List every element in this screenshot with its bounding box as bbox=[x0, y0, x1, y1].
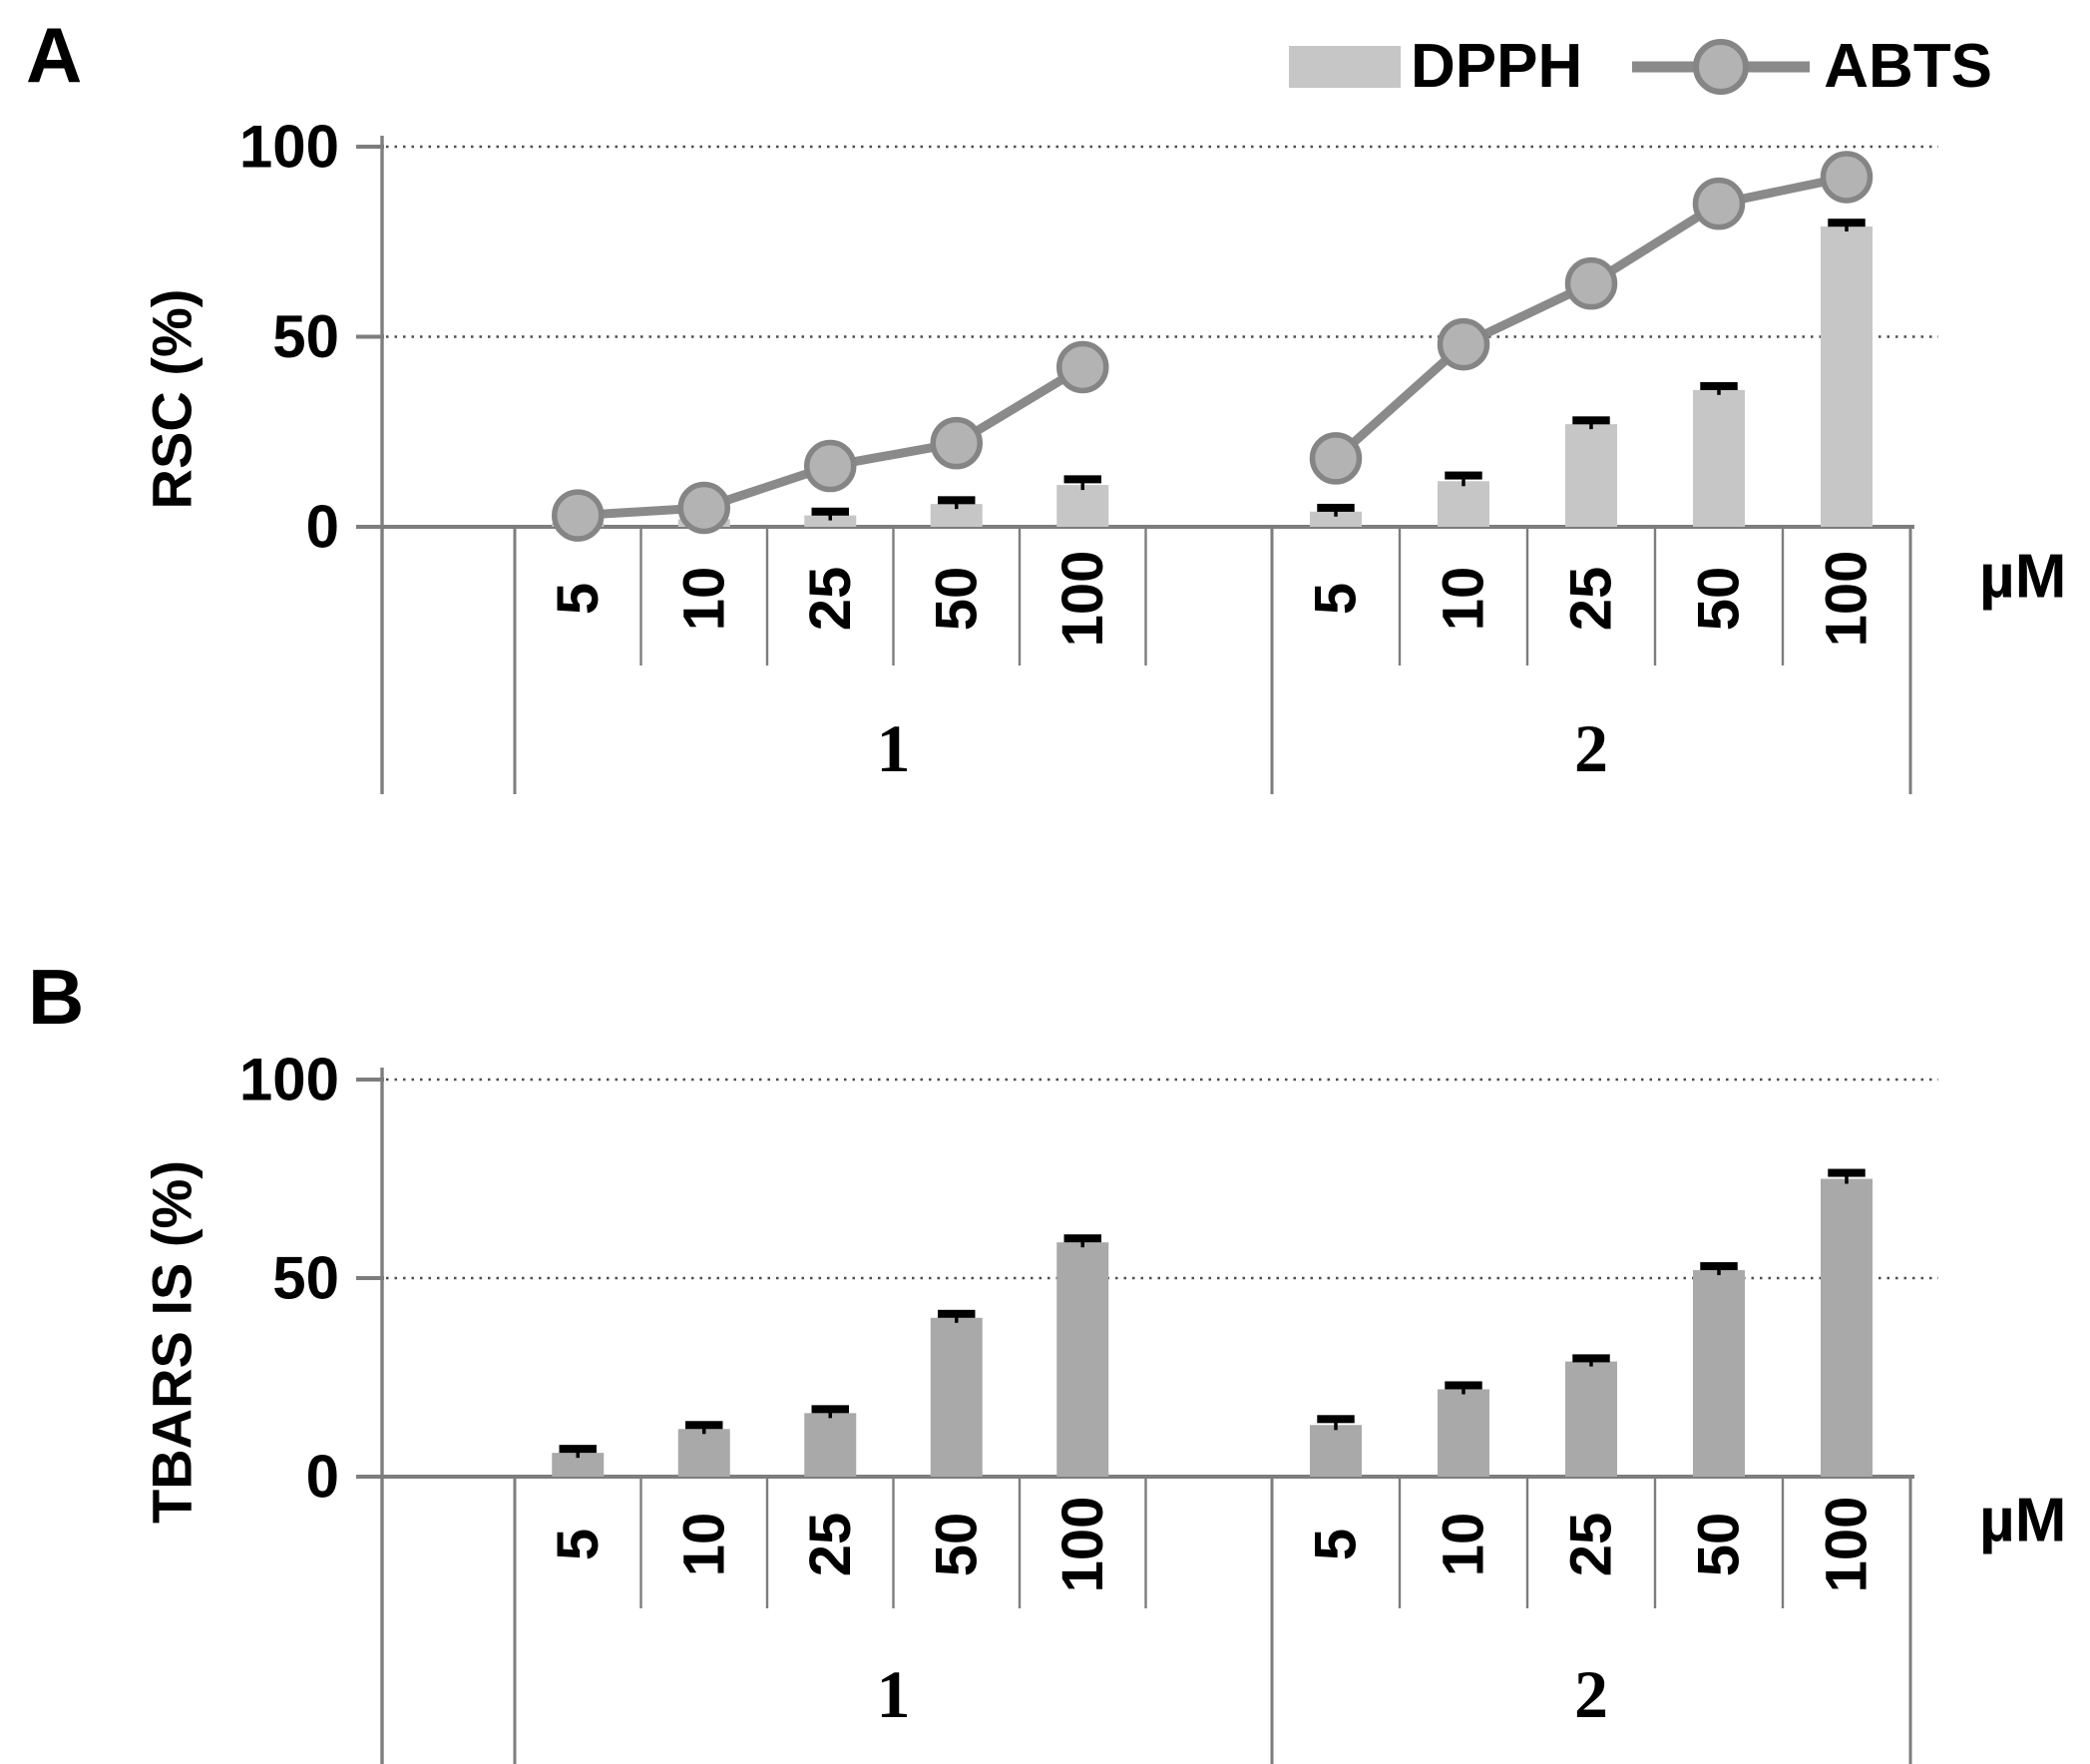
panel-a-ytick-label-50: 50 bbox=[272, 303, 339, 370]
panel-b-group-label-1: 1 bbox=[877, 1656, 911, 1732]
panel-b-bar-group2-50 bbox=[1693, 1270, 1745, 1477]
panel-b-bar-group1-5 bbox=[552, 1453, 605, 1477]
panel-a-group1-category-label-5: 5 bbox=[546, 583, 611, 615]
legend-abts-line-marker-icon bbox=[1632, 39, 1811, 95]
panel-a-marker-group2-5 bbox=[1309, 432, 1363, 485]
panel-a-group1-category-label-25: 25 bbox=[798, 567, 863, 632]
panel-a-unit-label: µM bbox=[1979, 543, 2066, 612]
panel-b-errorbar-cap-group1-10 bbox=[685, 1421, 723, 1430]
panel-a-errorbar-cap-group1-100 bbox=[1063, 475, 1101, 484]
panel-b-group2-category-label-5: 5 bbox=[1304, 1529, 1369, 1560]
panel-b-bar-group1-50 bbox=[930, 1317, 983, 1477]
panel-b-ytick-label-50: 50 bbox=[272, 1245, 339, 1312]
legend-abts-label: ABTS bbox=[1824, 32, 1993, 101]
panel-a-group2-category-label-50: 50 bbox=[1687, 567, 1752, 632]
panel-a-group2-category-label-25: 25 bbox=[1559, 567, 1624, 632]
panel-b-unit-label: µM bbox=[1979, 1487, 2066, 1555]
panel-a-group2-category-label-5: 5 bbox=[1304, 583, 1369, 615]
panel-a-bar-group2-5 bbox=[1310, 511, 1362, 527]
panel-a-group2-category-label-10: 10 bbox=[1432, 567, 1496, 632]
panel-a-bar-group2-100 bbox=[1821, 226, 1873, 527]
panel-a-bar-group2-25 bbox=[1565, 424, 1617, 527]
panel-b-group1-category-label-5: 5 bbox=[546, 1529, 611, 1560]
panel-a-errorbar-cap-group1-25 bbox=[811, 507, 849, 516]
legend-dpph-bar-swatch bbox=[1289, 46, 1401, 88]
panel-b-ytick-label-0: 0 bbox=[306, 1444, 339, 1511]
panel-b-errorbar-cap-group2-25 bbox=[1572, 1354, 1610, 1363]
panel-a-errorbar-cap-group1-50 bbox=[938, 496, 976, 505]
panel-a-marker-group1-50 bbox=[930, 416, 983, 470]
panel-b-label: B bbox=[28, 953, 85, 1041]
panel-a-marker-group1-10 bbox=[677, 481, 730, 535]
panel-a-y-axis-title: RSC (%) bbox=[141, 289, 204, 510]
panel-b-group-label-2: 2 bbox=[1574, 1656, 1608, 1732]
panel-b-errorbar-cap-group2-50 bbox=[1700, 1262, 1738, 1271]
panel-b-errorbar-cap-group1-5 bbox=[559, 1445, 597, 1454]
panel-b-y-axis-title: TBARS IS (%) bbox=[141, 1160, 204, 1524]
panel-a-bar-group1-25 bbox=[804, 515, 857, 527]
panel-a-group1-category-label-10: 10 bbox=[671, 567, 736, 632]
panel-b-errorbar-cap-group1-25 bbox=[811, 1405, 849, 1414]
panel-a-errorbar-cap-group2-100 bbox=[1828, 219, 1866, 227]
panel-b-group1-category-label-100: 100 bbox=[1050, 1497, 1115, 1593]
panel-a-errorbar-cap-group2-50 bbox=[1700, 382, 1738, 391]
panel-b-errorbar-cap-group2-5 bbox=[1317, 1415, 1355, 1424]
panel-b-bar-group2-5 bbox=[1310, 1425, 1362, 1477]
panel-a-marker-group1-25 bbox=[804, 439, 857, 493]
panel-a-marker-group1-100 bbox=[1056, 340, 1109, 394]
panel-b-errorbar-cap-group2-10 bbox=[1445, 1381, 1482, 1390]
panel-b-group1-category-label-50: 50 bbox=[924, 1513, 989, 1577]
panel-b-group2-category-label-10: 10 bbox=[1432, 1513, 1496, 1577]
panel-a-marker-group2-100 bbox=[1820, 151, 1874, 204]
legend-dpph-label: DPPH bbox=[1411, 32, 1583, 101]
panel-b-errorbar-cap-group1-100 bbox=[1063, 1234, 1101, 1243]
panel-a-errorbar-cap-group2-25 bbox=[1572, 416, 1610, 425]
panel-a-group2-category-label-100: 100 bbox=[1815, 551, 1880, 648]
panel-a-group-label-2: 2 bbox=[1574, 710, 1608, 786]
panel-a-marker-group2-25 bbox=[1564, 256, 1618, 310]
panel-a-group1-category-label-50: 50 bbox=[924, 567, 989, 632]
panel-b-ytick-label-100: 100 bbox=[239, 1047, 339, 1113]
panel-a-label: A bbox=[26, 11, 83, 99]
panel-a-ytick-label-0: 0 bbox=[306, 494, 339, 561]
panel-b-group1-category-label-25: 25 bbox=[798, 1513, 863, 1577]
panel-b-bar-group1-100 bbox=[1056, 1242, 1109, 1477]
panel-b-group2-category-label-100: 100 bbox=[1815, 1497, 1880, 1593]
panel-b-bar-group1-25 bbox=[804, 1413, 857, 1477]
panel-a-group1-category-label-100: 100 bbox=[1050, 551, 1115, 648]
panel-b-group1-category-label-10: 10 bbox=[671, 1513, 736, 1577]
panel-a-errorbar-cap-group2-10 bbox=[1445, 471, 1482, 480]
panel-a-marker-group2-50 bbox=[1692, 177, 1746, 230]
panel-a-ytick-label-100: 100 bbox=[239, 114, 339, 181]
panel-a-bar-group2-50 bbox=[1693, 389, 1745, 527]
panel-b-errorbar-cap-group1-50 bbox=[938, 1309, 976, 1318]
panel-a-group-label-1: 1 bbox=[877, 710, 911, 786]
panel-b-bar-group1-10 bbox=[677, 1429, 730, 1477]
panel-a-bar-group2-10 bbox=[1438, 481, 1489, 527]
panel-a-bar-group1-50 bbox=[930, 504, 983, 527]
panel-b-errorbar-cap-group2-100 bbox=[1828, 1168, 1866, 1177]
panel-b-group2-category-label-25: 25 bbox=[1559, 1513, 1624, 1577]
legend: DPPH ABTS bbox=[1289, 36, 1992, 98]
panel-a-errorbar-cap-group2-5 bbox=[1317, 503, 1355, 512]
panel-b-bar-group2-25 bbox=[1565, 1361, 1617, 1477]
panel-a-bar-group1-100 bbox=[1056, 485, 1109, 527]
panel-b-group2-category-label-50: 50 bbox=[1687, 1513, 1752, 1577]
panel-a-marker-group1-5 bbox=[552, 489, 605, 542]
panel-b-bar-group2-10 bbox=[1438, 1389, 1489, 1477]
panel-b-bar-group2-100 bbox=[1821, 1178, 1873, 1477]
panel-a-marker-group2-10 bbox=[1437, 317, 1490, 371]
